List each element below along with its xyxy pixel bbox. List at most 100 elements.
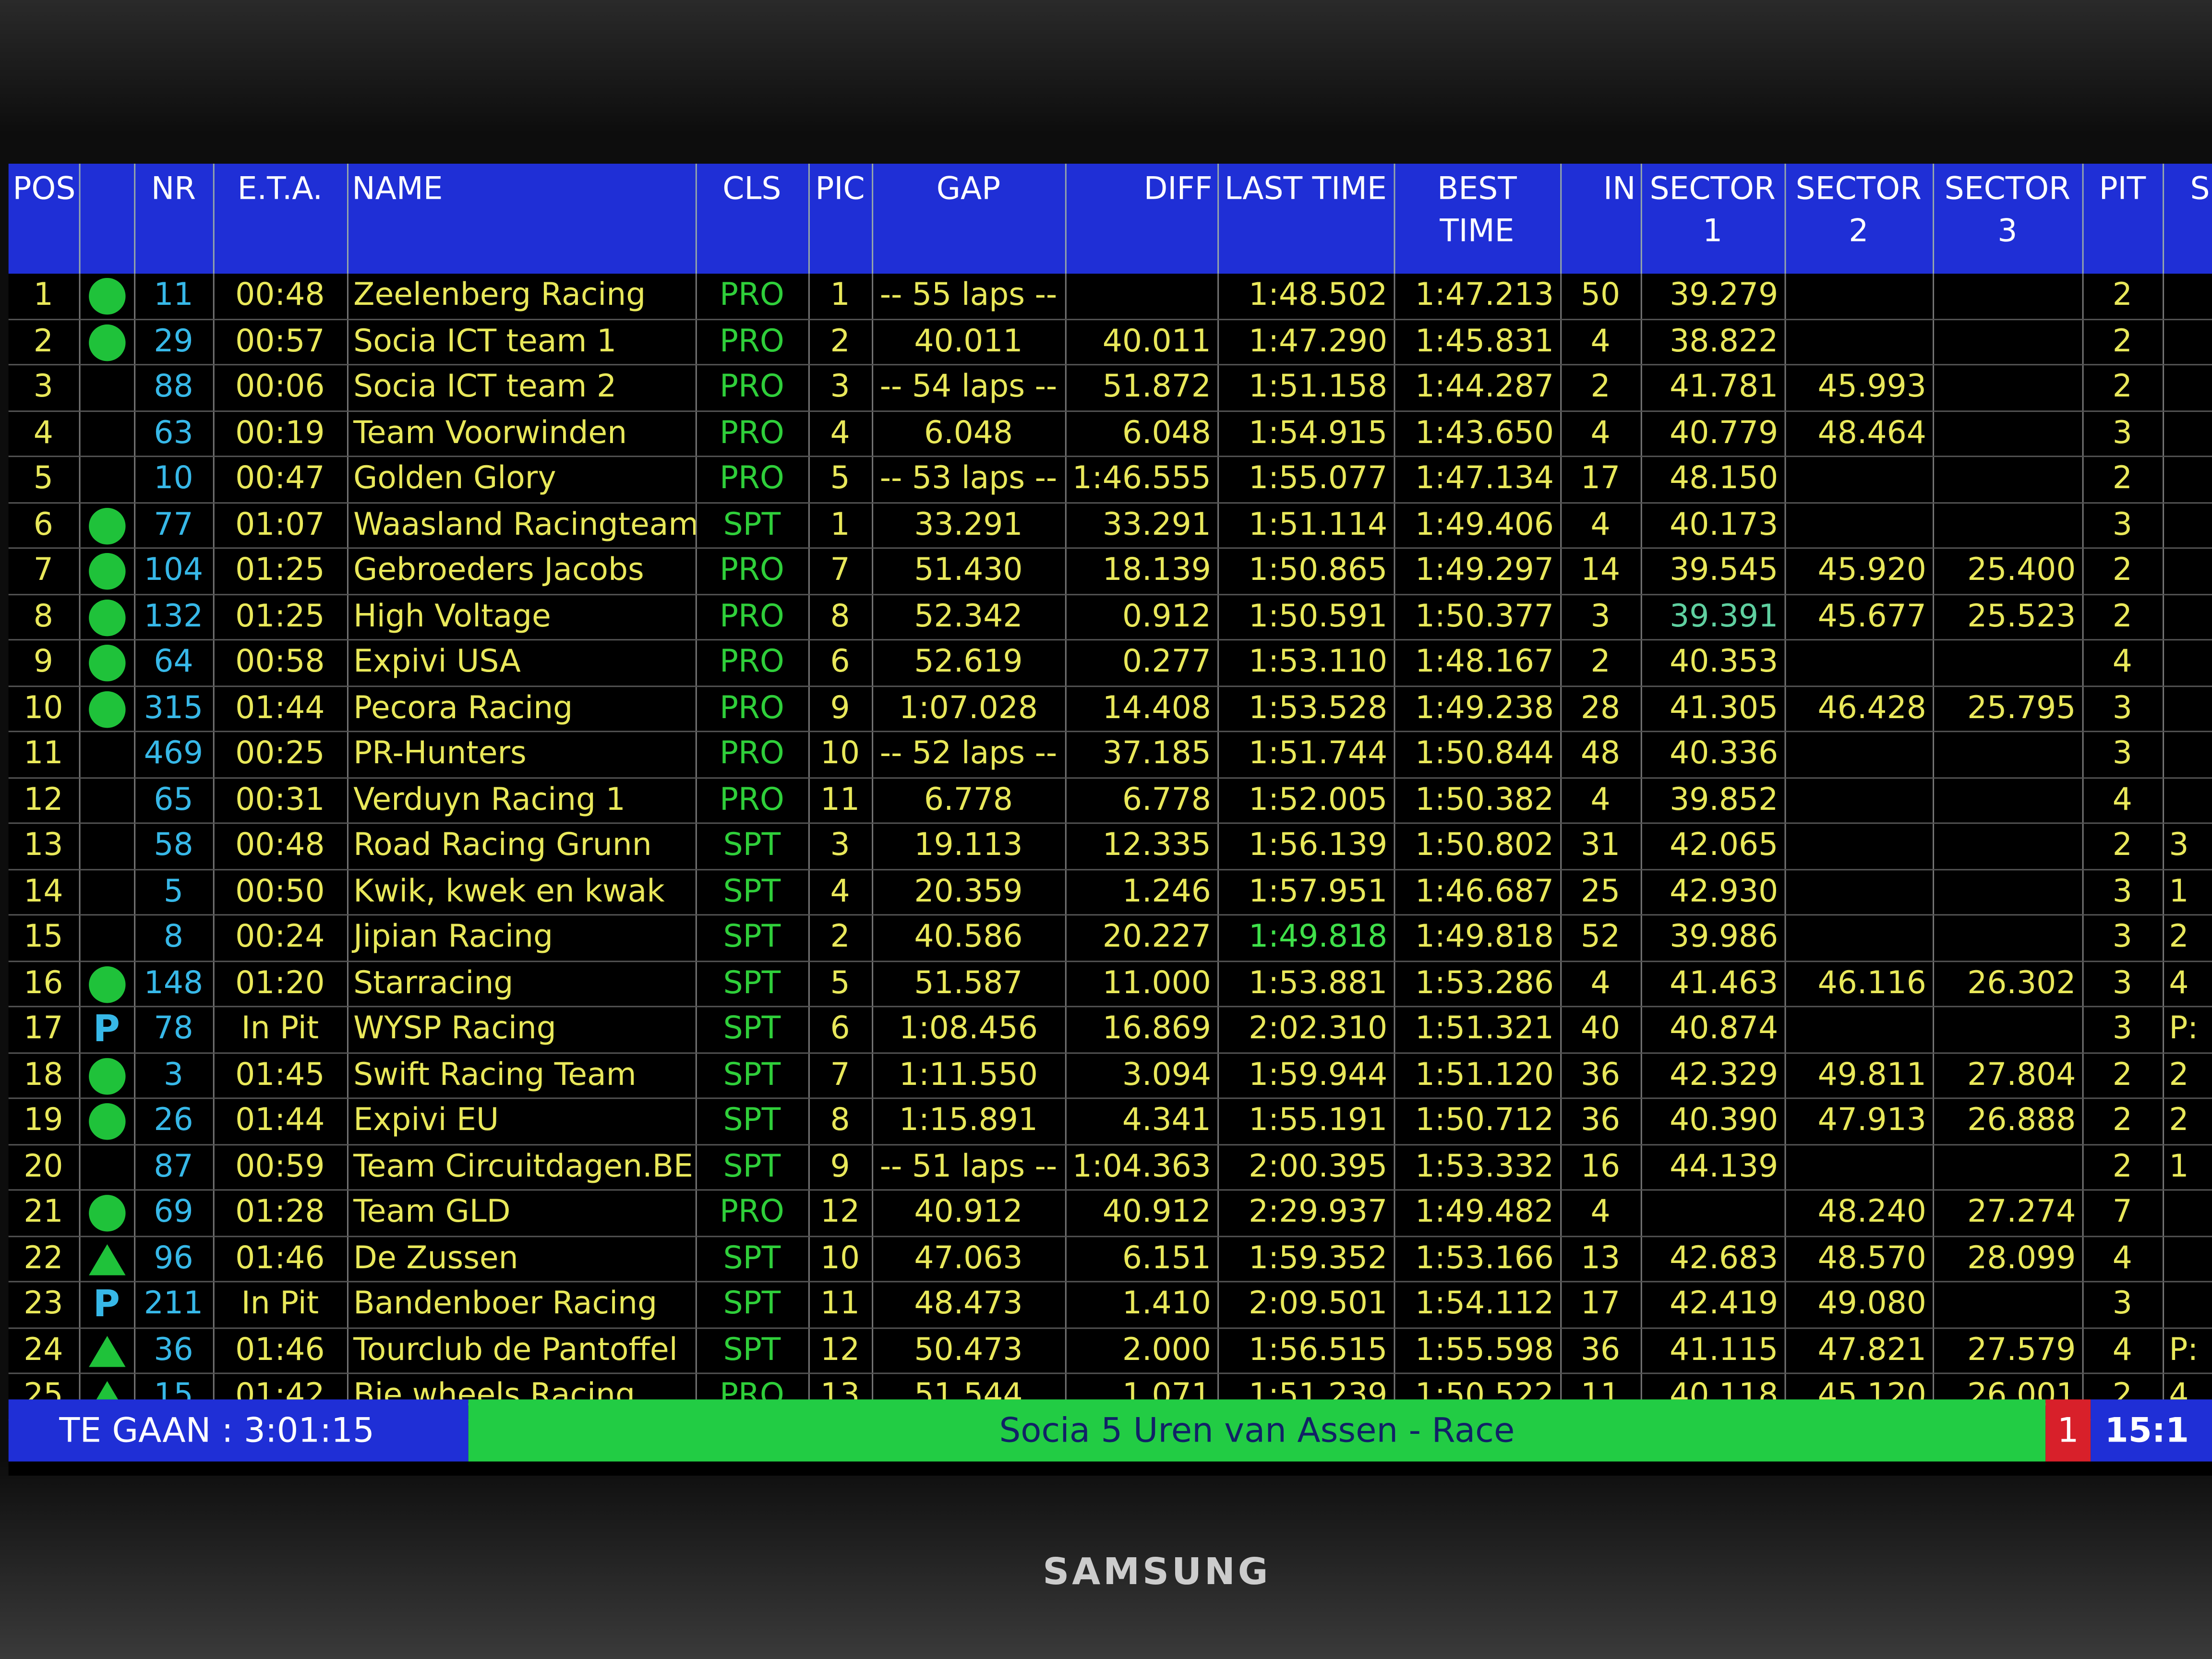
team-name: Gebroeders Jacobs [347,548,697,595]
diff: 6.778 [1065,777,1218,824]
sector-1 [1640,1190,1786,1237]
status [79,1327,135,1374]
last-time: 1:48.502 [1217,274,1395,320]
car-number: 8 [134,914,214,962]
car-number: 104 [134,548,214,595]
result-row: 10 315 01:44 Pecora Racing PRO 9 1:07.028 14.40… [8,685,2212,733]
last-time: 1:56.515 [1217,1327,1395,1374]
last-time: 1:53.528 [1217,685,1395,733]
sector-2 [1784,639,1934,686]
in: 52 [1560,914,1642,962]
pit: 2 [2082,319,2164,366]
class: SPT [695,823,809,870]
status [79,961,135,1008]
gap: 40.912 [872,1190,1066,1237]
status [79,777,135,824]
sector-3: 26.888 [1933,1098,2083,1145]
class: PRO [695,364,809,411]
column-header: DIFF [1065,163,1218,274]
sector-3 [1933,914,2083,962]
class: SPT [695,869,809,916]
gap: 50.473 [872,1327,1066,1374]
diff: 1:46.555 [1065,456,1218,503]
s: P: [2163,1327,2212,1374]
gap: 40.011 [872,319,1066,366]
pic: 9 [808,1144,873,1191]
gap: -- 51 laps -- [872,1144,1066,1191]
pit: 3 [2082,1281,2164,1328]
pic: 3 [808,823,873,870]
column-header: NR [134,163,214,274]
s [2163,274,2212,320]
results-table: POS NR E.T.A. NAME CLS PIC GAP DIFF LAST TIME BES… [8,163,2212,1420]
s [2163,410,2212,457]
eta: 00:50 [213,869,348,916]
status [79,639,135,686]
status-icon [88,645,125,682]
status [79,274,135,320]
s [2163,1236,2212,1283]
last-time: 1:56.139 [1217,823,1395,870]
best-time: 1:50.377 [1394,594,1561,641]
car-number: 5 [134,869,214,916]
sector-1: 42.065 [1640,823,1786,870]
status [79,1144,135,1191]
gap: 51.587 [872,961,1066,1008]
s [2163,502,2212,549]
status [79,823,135,870]
sector-3: 28.099 [1933,1236,2083,1283]
sector-2 [1784,823,1934,870]
sector-2: 47.913 [1784,1098,1934,1145]
pos: 3 [8,364,80,411]
team-name: Road Racing Grunn [347,823,697,870]
team-name: Verduyn Racing 1 [347,777,697,824]
gap: 47.063 [872,1236,1066,1283]
best-time: 1:49.818 [1394,914,1561,962]
sector-3: 27.579 [1933,1327,2083,1374]
eta: 00:31 [213,777,348,824]
last-time: 2:09.501 [1217,1281,1395,1328]
eta: 00:19 [213,410,348,457]
last-time: 2:02.310 [1217,1006,1395,1053]
eta: In Pit [213,1006,348,1053]
in: 36 [1560,1052,1642,1099]
diff: 40.011 [1065,319,1218,366]
status: P [79,1281,135,1328]
sector-3 [1933,364,2083,411]
status [79,456,135,503]
status [79,319,135,366]
diff: 18.139 [1065,548,1218,595]
sector-1: 40.390 [1640,1098,1786,1145]
pic: 4 [808,410,873,457]
pos: 5 [8,456,80,503]
column-header: CLS [695,163,809,274]
gap: 19.113 [872,823,1066,870]
pos: 9 [8,639,80,686]
pic: 11 [808,1281,873,1328]
car-number: 211 [134,1281,214,1328]
team-name: WYSP Racing [347,1006,697,1053]
pos: 11 [8,731,80,778]
s [2163,639,2212,686]
sector-1: 44.139 [1640,1144,1786,1191]
pos: 2 [8,319,80,366]
car-number: 3 [134,1052,214,1099]
team-name: De Zussen [347,1236,697,1283]
sector-1: 40.779 [1640,410,1786,457]
sector-1: 41.115 [1640,1327,1786,1374]
pit: 3 [2082,410,2164,457]
diff: 40.912 [1065,1190,1218,1237]
pic: 12 [808,1190,873,1237]
pit: 2 [2082,456,2164,503]
status-icon [88,553,125,590]
team-name: Team Circuitdagen.BE [347,1144,697,1191]
result-row: 2 29 00:57 Socia ICT team 1 PRO 2 40.011 40.011… [8,319,2212,366]
class: PRO [695,1190,809,1237]
best-time: 1:53.332 [1394,1144,1561,1191]
sector-3: 27.274 [1933,1190,2083,1237]
sector-2 [1784,274,1934,320]
s: 2 [2163,1098,2212,1145]
status [79,1236,135,1283]
status [79,364,135,411]
pit: 4 [2082,1327,2164,1374]
